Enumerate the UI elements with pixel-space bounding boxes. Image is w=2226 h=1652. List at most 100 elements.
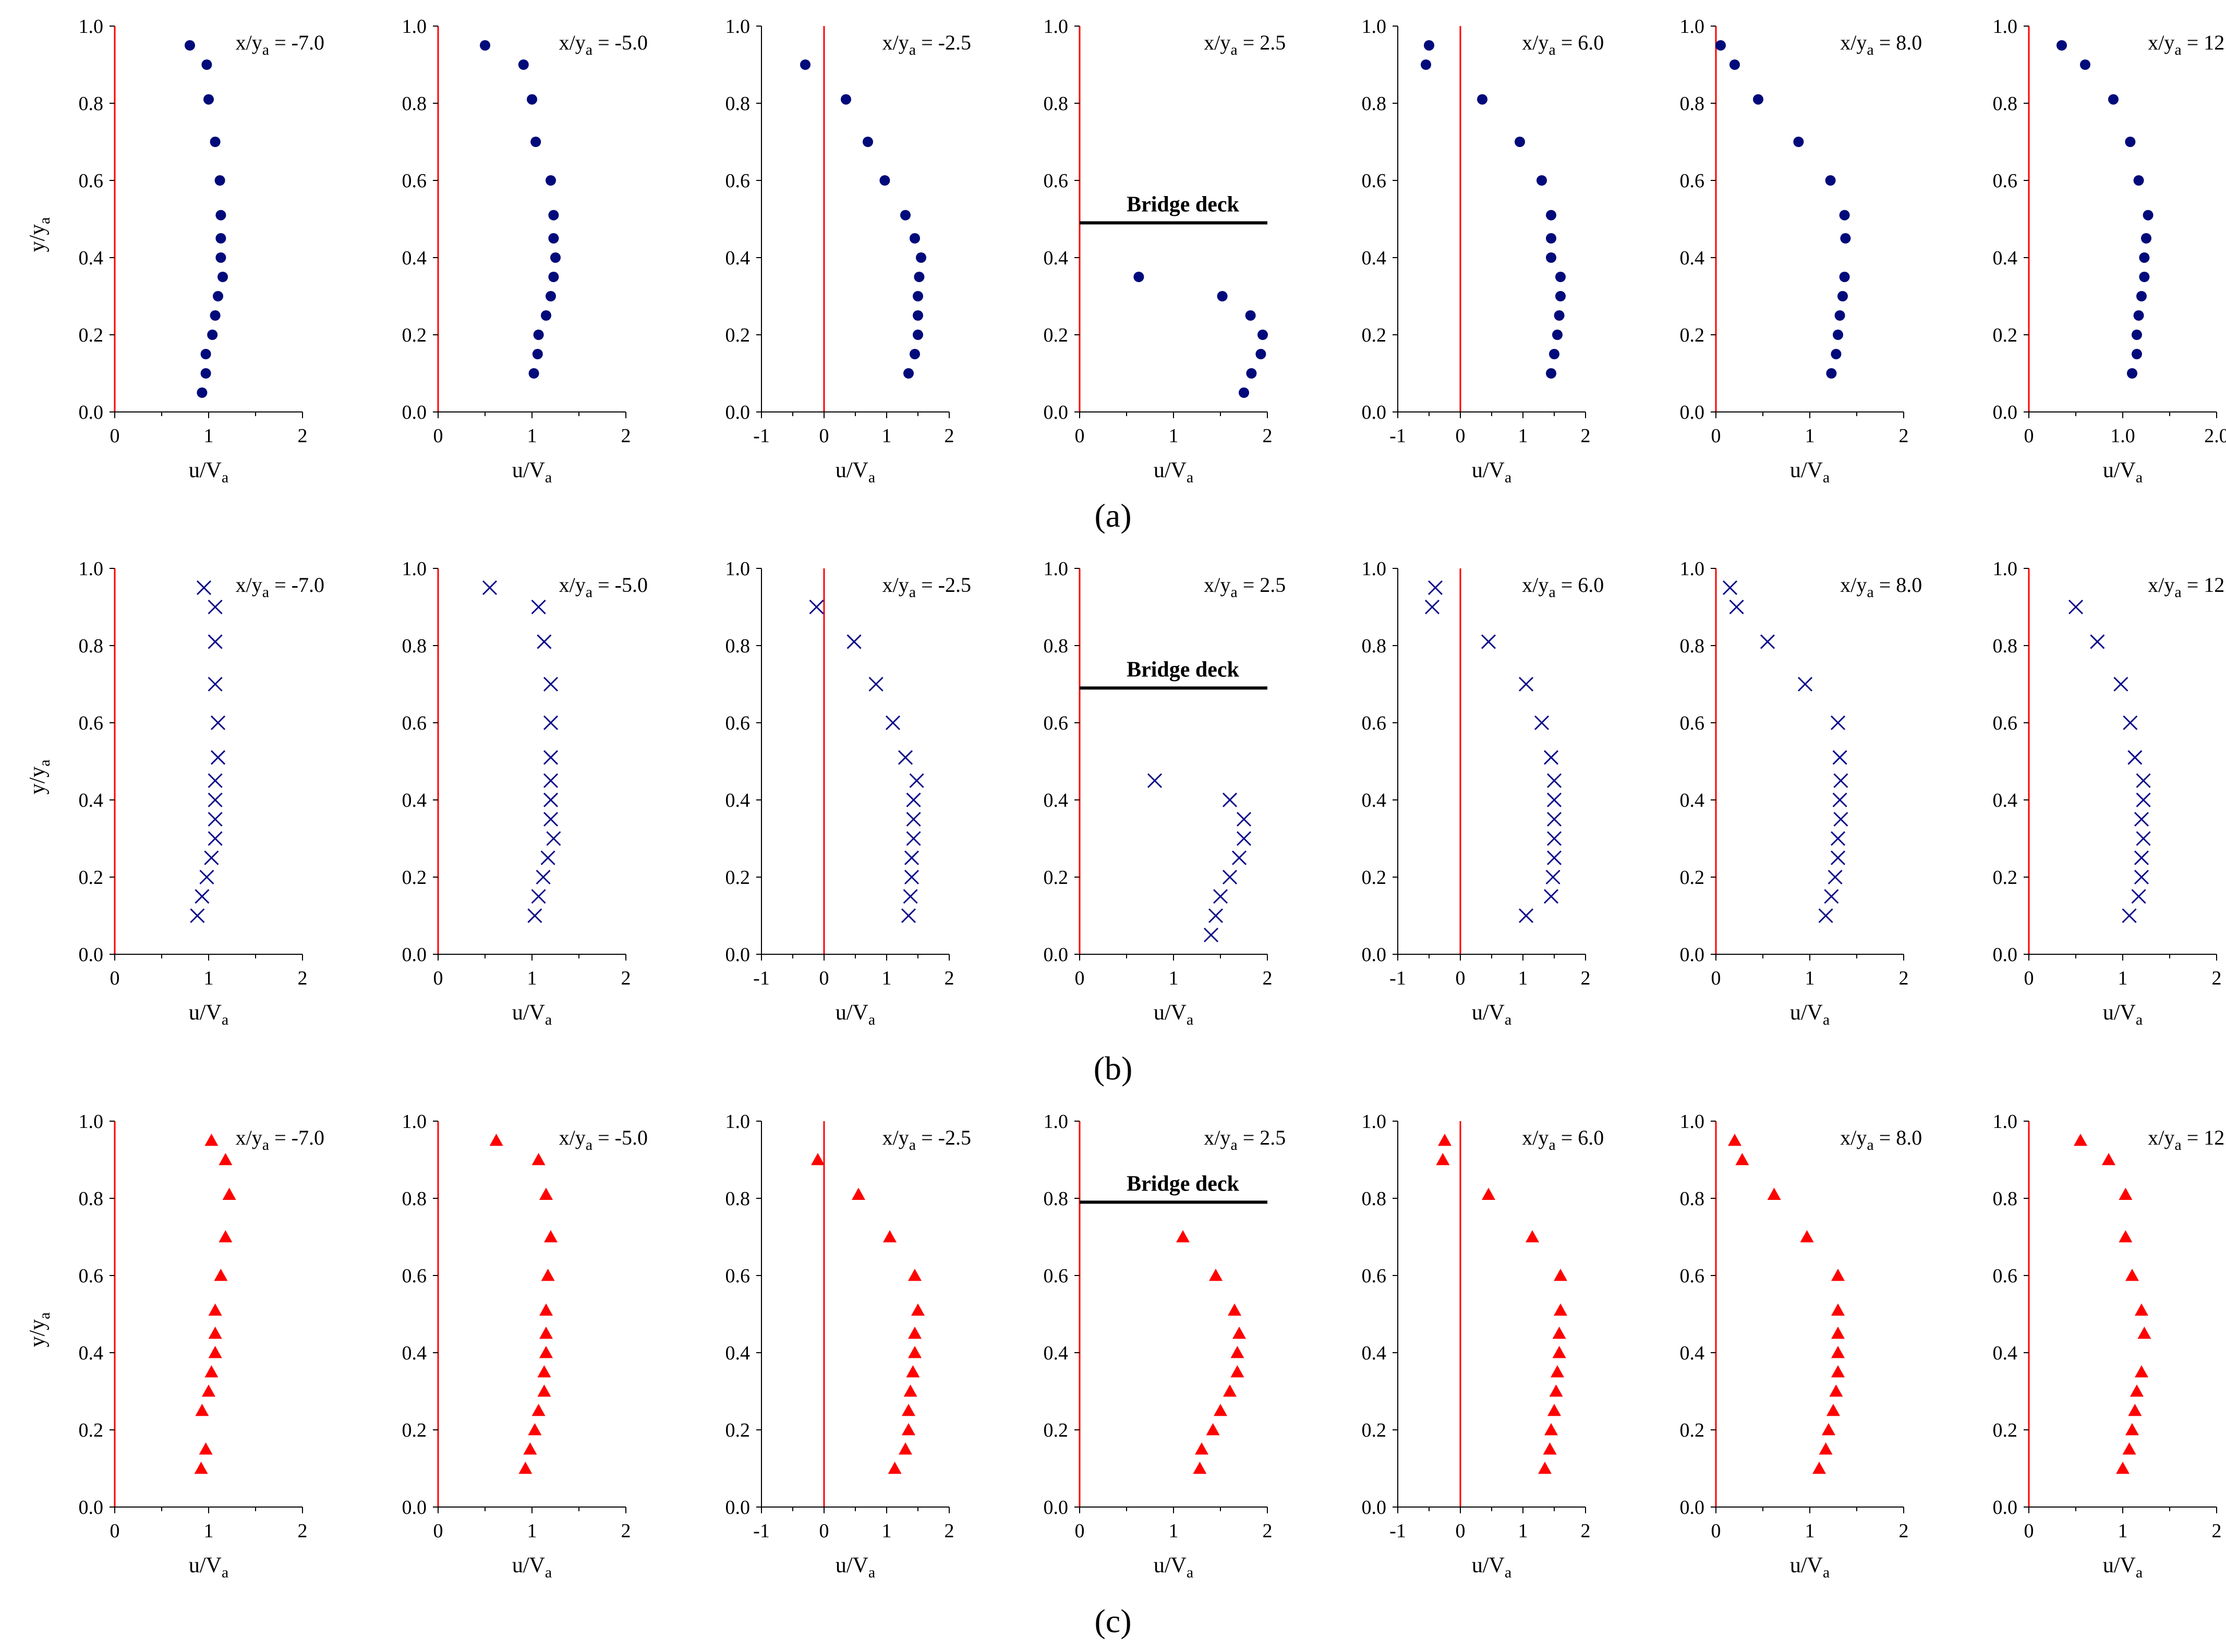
data-point [539, 1187, 553, 1200]
y-tick-label: 0.2 [1044, 324, 1069, 346]
y-tick-label: 0.8 [1680, 1188, 1705, 1210]
y-tick-label: 0.6 [1680, 170, 1705, 192]
y-tick-label: 0.8 [1362, 635, 1387, 657]
data-point [1147, 773, 1163, 788]
y-tick-label: 0.0 [1680, 1497, 1705, 1519]
data-point [1545, 869, 1560, 885]
panel-title: x/ya = 2.5 [1204, 573, 1286, 601]
data-point [1840, 233, 1851, 244]
data-point [1537, 175, 1547, 186]
data-point [1515, 137, 1525, 147]
data-point [2119, 1187, 2133, 1200]
y-tick-label: 1.0 [1044, 1111, 1069, 1133]
data-point [1213, 889, 1228, 904]
y-tick-label: 0.0 [1993, 1497, 2018, 1519]
data-point [1546, 210, 1556, 221]
data-point [908, 1269, 922, 1281]
x-tick-label: 0 [1456, 1520, 1466, 1542]
y-tick-label: 0.8 [1362, 1188, 1387, 1210]
data-point [1214, 1404, 1227, 1416]
data-point [1228, 1303, 1241, 1316]
y-tick-label: 0.0 [79, 1497, 104, 1519]
data-point [1831, 1269, 1845, 1281]
x-tick-label: 1 [2118, 1520, 2128, 1542]
data-point [1546, 368, 1556, 379]
data-point [194, 1462, 208, 1474]
data-point [544, 1230, 558, 1243]
y-tick-label: 0.6 [1993, 170, 2018, 192]
x-tick-label: 1 [882, 425, 892, 447]
data-point [215, 233, 226, 244]
y-tick-label: 0.0 [1993, 402, 2018, 423]
data-point [1812, 1462, 1826, 1474]
data-point [1231, 850, 1247, 866]
data-point [1729, 599, 1744, 615]
data-point [811, 1153, 825, 1165]
panel-a7: 0.0 0.2 0.4 0.6 0.8 1.0 0 1.0 2.0 u/Va x/ya = 12.0 [1993, 16, 2226, 486]
data-point [1230, 1365, 1244, 1378]
panel-title: x/ya = 12.0 [2148, 573, 2226, 601]
data-point [1222, 869, 1238, 885]
data-point [531, 1404, 546, 1416]
y-tick-label: 0.0 [1362, 1497, 1387, 1519]
x-tick-label: 2 [298, 967, 308, 989]
data-point [1830, 715, 1846, 731]
panels-layer: 0.0 0.2 0.4 0.6 0.8 1.0 0 1 2 u/Va y/ya x/ya = -7.0… [26, 16, 2226, 1581]
x-tick-label: 1 [1518, 425, 1528, 447]
data-point [214, 1269, 228, 1281]
data-point [208, 676, 223, 692]
y-tick-label: 0.4 [1044, 1342, 1069, 1364]
data-point [1818, 908, 1833, 924]
data-point [906, 831, 921, 846]
data-point [546, 831, 561, 846]
panel-title: x/ya = 2.5 [1204, 1126, 1286, 1153]
data-point [204, 1365, 219, 1378]
y-tick-label: 0.8 [1362, 93, 1387, 115]
data-point [888, 1462, 902, 1474]
y-tick-label: 0.8 [725, 635, 751, 657]
data-point [1482, 1187, 1495, 1200]
y-tick-label: 0.8 [402, 635, 427, 657]
data-point [204, 1134, 219, 1146]
data-point [213, 291, 223, 301]
data-point [1239, 387, 1249, 398]
y-tick-label: 0.4 [402, 1342, 427, 1364]
y-tick-label: 0.0 [79, 944, 104, 966]
y-tick-label: 0.8 [79, 1188, 104, 1210]
y-tick-label: 1.0 [1362, 1111, 1387, 1133]
data-point [2136, 831, 2151, 846]
y-tick-label: 0.4 [402, 789, 427, 811]
data-point [536, 869, 551, 885]
y-tick-label: 1.0 [725, 558, 751, 580]
data-point [1436, 1153, 1450, 1165]
data-point [540, 850, 555, 866]
y-tick-label: 0.8 [402, 1188, 427, 1210]
x-tick-label: 2 [298, 1520, 308, 1542]
data-point [1828, 869, 1843, 885]
data-point [1554, 1269, 1567, 1281]
data-point [1544, 1423, 1558, 1436]
data-point [219, 1230, 233, 1243]
y-tick-label: 1.0 [1362, 16, 1387, 38]
y-tick-label: 0.4 [725, 247, 751, 269]
y-tick-label: 1.0 [79, 1111, 104, 1133]
data-point [1830, 831, 1846, 846]
data-point [2056, 40, 2067, 51]
x-tick-label: 2 [2212, 967, 2222, 989]
x-tick-label: 1 [882, 1520, 892, 1542]
data-point [1830, 850, 1846, 866]
y-tick-label: 0.0 [402, 944, 427, 966]
y-tick-label: 0.4 [1362, 247, 1387, 269]
data-point [1543, 889, 1559, 904]
x-tick-label: 2 [1263, 425, 1273, 447]
y-tick-label: 0.0 [1044, 1497, 1069, 1519]
x-tick-label: 2 [621, 1520, 631, 1542]
data-point [208, 1327, 222, 1339]
data-point [214, 175, 225, 186]
data-point [885, 715, 901, 731]
data-point [1800, 1230, 1814, 1243]
data-point [531, 889, 546, 904]
panel-title: x/ya = 8.0 [1840, 31, 1922, 58]
data-point [201, 59, 212, 70]
